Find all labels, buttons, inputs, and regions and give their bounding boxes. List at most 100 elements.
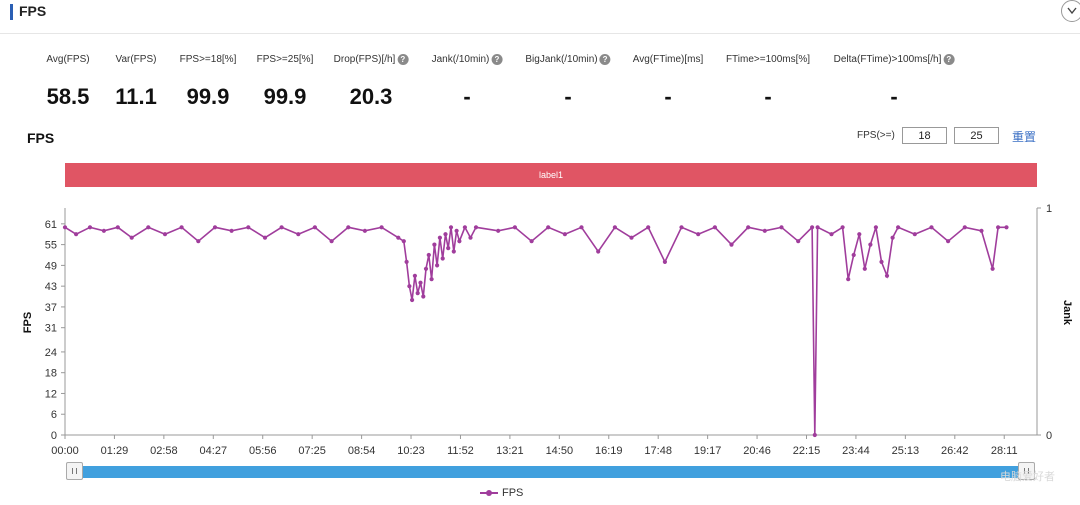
help-icon[interactable]: ? [491,54,503,65]
x-tick-label: 08:54 [348,445,376,457]
fps-data-point [979,228,984,233]
fps-data-point [629,235,634,240]
x-tick-label: 10:23 [397,445,425,457]
help-icon[interactable]: ? [397,54,409,65]
stat-label-avg-fps: Avg(FPS) [46,54,90,65]
x-tick-label: 28:11 [991,445,1018,457]
help-icon[interactable]: ? [599,54,611,65]
stat-value-jank: - [463,84,471,109]
fps-data-point [462,225,467,230]
fps-data-point [162,232,168,237]
fps-data-point [443,232,448,237]
x-tick-label: 25:13 [892,445,920,457]
fps-data-point [196,239,201,244]
fps-data-point [262,235,268,240]
collapse-button[interactable] [1061,0,1080,22]
fps-data-point [562,232,568,237]
help-icon[interactable]: ? [943,54,955,65]
fps-data-point [87,225,93,230]
y2-tick-label: 0 [1046,430,1052,442]
legend-swatch [480,489,498,497]
fps-data-point [415,291,420,296]
fps-data-point [401,239,406,244]
fps-data-point [410,297,415,303]
fps-data-point [810,225,815,230]
fps-data-point [146,225,151,230]
stat-value-delta-ftime: - [890,84,898,109]
fps-data-point [929,225,934,230]
y-tick-label: 0 [51,430,57,442]
fps-data-point [74,232,79,237]
y-tick-label: 6 [51,409,57,421]
fps-data-point [946,239,951,244]
header-accent-bar [10,4,13,20]
fps-data-point [179,225,184,230]
x-tick-label: 14:50 [546,445,574,457]
fps-data-point [762,228,767,233]
watermark: 电脑爱好者 [1000,471,1055,483]
fps-data-point [729,242,734,247]
fps-data-point [457,239,462,244]
fps-data-point [529,239,534,244]
fps-data-point [579,225,584,230]
fps-data-point [421,294,426,299]
chart-legend[interactable]: FPS [480,487,523,499]
fps-data-point [101,228,106,233]
fps-data-point [868,242,873,247]
y-tick-label: 37 [45,302,57,314]
fps-data-point [129,235,134,240]
y-tick-label: 49 [45,260,57,272]
fps-data-point [896,225,901,230]
stat-label-var-fps: Var(FPS) [115,54,157,65]
fps-data-point [646,225,651,230]
fps-data-point [496,228,501,233]
chart-title: FPS [27,130,55,146]
fps-data-point [996,225,1001,230]
fps-data-point [115,225,120,230]
fps-data-point [862,266,867,271]
time-range-scrollbar[interactable] [67,466,1033,478]
fps-threshold-input-2[interactable] [954,127,999,144]
fps-data-point [404,259,409,264]
stat-value-fps-ge-25: 99.9 [263,84,307,109]
y-tick-label: 43 [45,281,57,293]
fps-data-point [696,232,701,237]
y-tick-label: 55 [45,240,57,252]
legend-label: FPS [502,487,524,499]
label-band[interactable]: label1 [65,163,1037,187]
fps-data-point [312,225,317,230]
fps-data-point [279,225,284,230]
y2-tick-label: 1 [1046,203,1052,215]
stat-label-drop-fps: Drop(FPS)[/h]? [334,54,409,65]
fps-data-point [426,252,431,258]
fps-data-point [446,246,451,251]
fps-data-point [362,228,367,233]
y-tick-label: 31 [45,323,57,335]
fps-data-point [812,432,817,438]
fps-data-point [662,259,668,264]
fps-threshold-input-1[interactable] [902,127,947,144]
fps-data-point [746,225,751,230]
reset-button[interactable]: 重置 [1012,130,1037,144]
scroll-handle-right[interactable] [1018,462,1035,480]
fps-data-point [448,225,454,230]
chevron-down-icon [1067,7,1077,15]
fps-data-point [432,242,437,247]
fps-data-point [473,225,479,230]
fps-series-line [64,225,1007,436]
panel-title: FPS [19,3,47,19]
stat-value-fps-ge-18: 99.9 [186,84,230,109]
stat-value-ftime-ge-100: - [764,84,772,109]
scroll-handle-left[interactable] [66,462,83,480]
fps-data-point [437,235,442,240]
stat-label-ftime-ge-100: FTime>=100ms[%] [725,54,811,65]
x-tick-label: 04:27 [200,445,228,457]
fps-data-point [212,225,218,230]
fps-data-point [346,225,351,230]
fps-data-point [379,225,384,230]
x-tick-label: 19:17 [694,445,722,457]
fps-data-point [418,280,423,285]
stat-value-avg-ftime: - [664,84,672,109]
fps-data-point [296,232,301,237]
fps-data-point [412,273,417,278]
